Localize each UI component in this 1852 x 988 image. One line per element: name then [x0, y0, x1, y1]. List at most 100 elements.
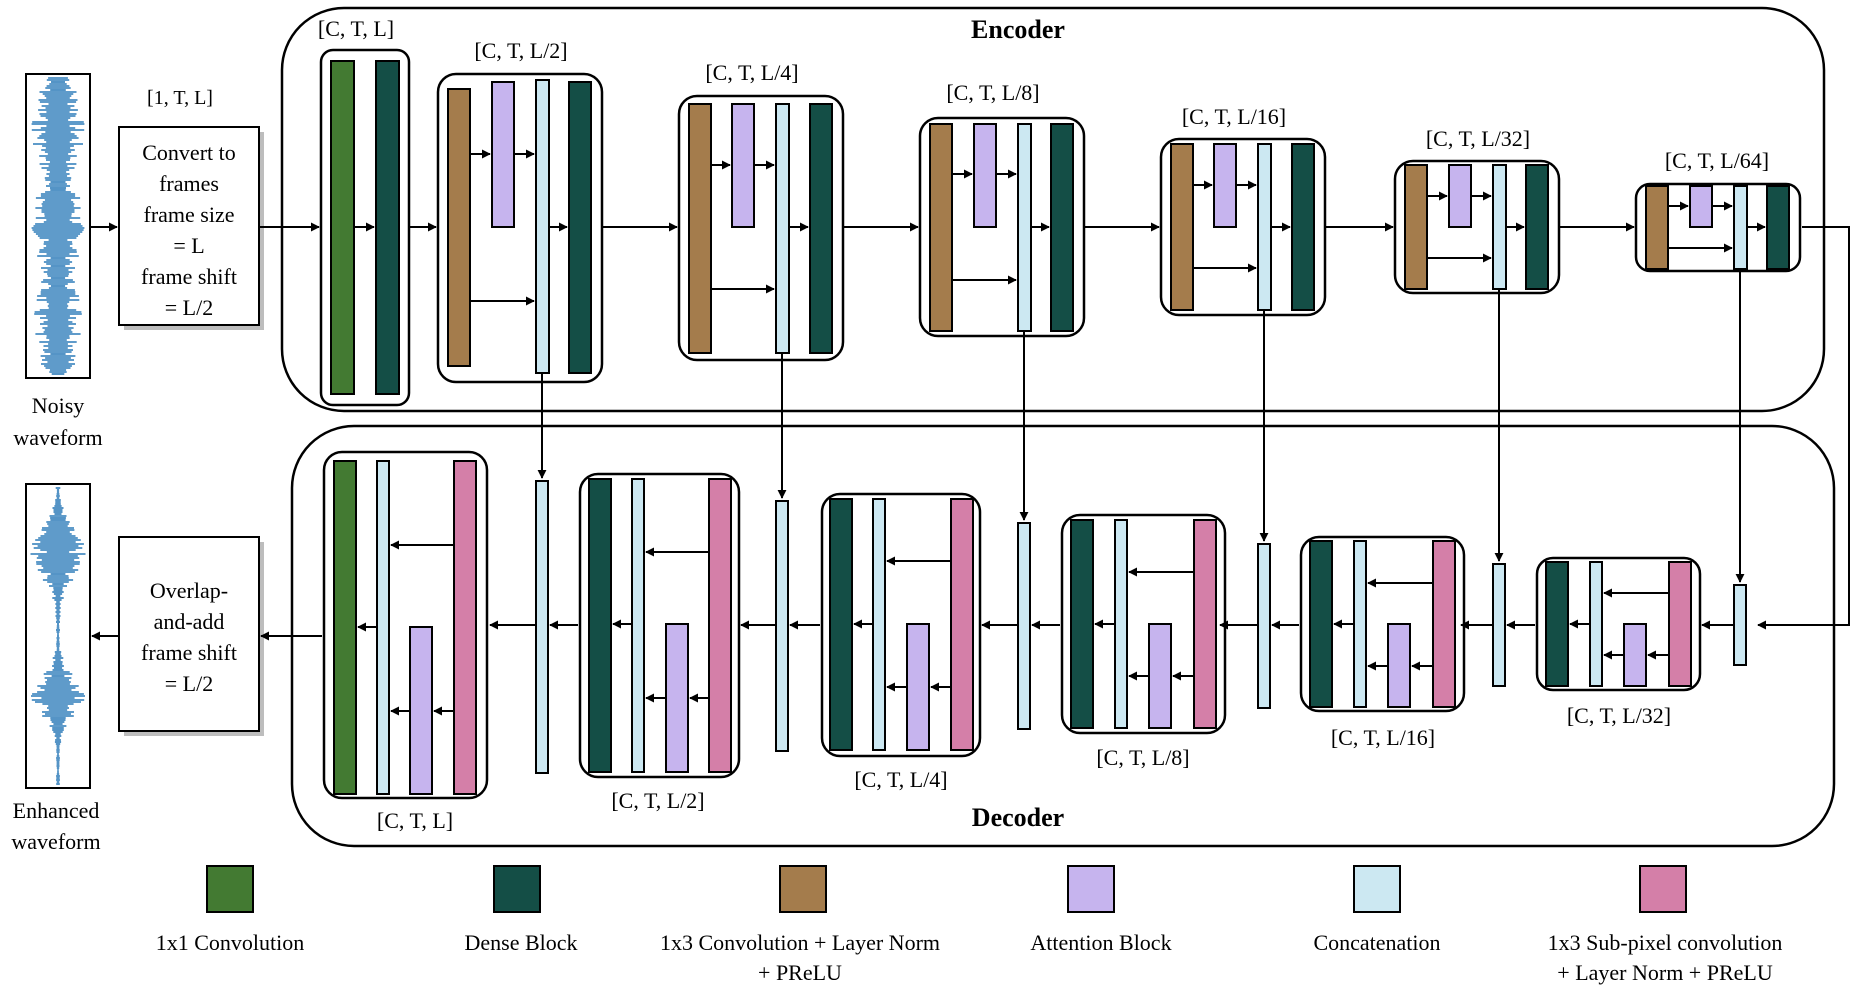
legend-swatch-dense: [493, 865, 541, 913]
decoder-shape-label-3: [C, T, L/4]: [854, 767, 947, 792]
enc5-conv1x3-layer: [1170, 143, 1194, 311]
decoder-concat-bar-5: [1492, 563, 1506, 687]
dec2-concat-layer: [631, 478, 645, 773]
enhanced-caption-line2: waveform: [11, 829, 100, 854]
input-shape-label: [1, T, L]: [147, 87, 213, 109]
decoder-block-5: [1299, 535, 1466, 713]
decoder-stage-1: [C, T, L]: [322, 450, 489, 833]
convert-line-1: Convert to: [142, 140, 236, 165]
legend-swatch-attention: [1067, 865, 1115, 913]
decoder-concat-bar-6: [1733, 584, 1747, 666]
dec1-subpixel-layer: [453, 460, 477, 795]
enc7-concat-layer: [1733, 185, 1748, 270]
decoder-title: Decoder: [972, 803, 1064, 832]
dec6-concat-layer: [1589, 561, 1603, 687]
decoder-stage-5: [C, T, L/16]: [1299, 535, 1466, 750]
dec1-attention-layer: [409, 626, 433, 795]
legend-label-subpixel-line2: + Layer Norm + PReLU: [1557, 960, 1773, 985]
encoder-shape-label-5: [C, T, L/16]: [1182, 104, 1286, 129]
decoder-concat-bar-4: [1257, 543, 1271, 709]
dec1-concat-layer: [376, 460, 390, 795]
decoder-concat-bar-2: [775, 500, 789, 752]
legend-label-dense: Dense Block: [464, 930, 577, 955]
bottleneck-connector: [1757, 226, 1850, 630]
dec6-attention-layer: [1623, 623, 1647, 687]
decoder-block-1: [322, 450, 489, 800]
convert-line-3: frame size: [144, 202, 235, 227]
legend-label-conv1x3-line1: 1x3 Convolution + Layer Norm: [660, 930, 940, 955]
convert-line-2: frames: [159, 171, 219, 196]
noisy-waveform-icon: [31, 77, 85, 375]
enc4-attention-layer: [973, 123, 997, 228]
overlap-line-3: frame shift: [141, 640, 237, 665]
dec3-subpixel-layer: [950, 498, 974, 751]
overlap-line-2: and-add: [154, 609, 225, 634]
encoder-stage-4: [C, T, L/8]: [918, 80, 1086, 338]
enc5-concat-layer: [1257, 143, 1272, 311]
dec2-subpixel-layer: [708, 478, 732, 773]
dec4-attention-layer: [1148, 623, 1172, 729]
convert-line-6: = L/2: [165, 295, 213, 320]
decoder-stage-2: [C, T, L/2]: [578, 472, 741, 813]
encoder-shape-label-1: [C, T, L]: [318, 16, 394, 41]
enc7-attention-layer: [1689, 185, 1713, 228]
decoder-stage-4: [C, T, L/8]: [1060, 513, 1227, 770]
dec4-dense-layer: [1070, 519, 1094, 729]
encoder-shape-label-3: [C, T, L/4]: [705, 60, 798, 85]
dec6-dense-layer: [1545, 561, 1569, 687]
encoder-container: [280, 6, 1826, 413]
dec5-attention-layer: [1387, 623, 1411, 708]
enc1-conv1x1-layer: [330, 60, 355, 395]
dec6-subpixel-layer: [1668, 561, 1692, 687]
dec3-concat-layer: [872, 498, 886, 751]
enc1-dense-layer: [375, 60, 400, 395]
legend: 1x1 Convolution Dense Block 1x3 Convolut…: [156, 865, 1783, 985]
enc2-conv1x3-layer: [447, 88, 471, 367]
encoder-title: Encoder: [971, 15, 1065, 44]
enc7-conv1x3-layer: [1645, 185, 1669, 270]
encoder-shape-label-6: [C, T, L/32]: [1426, 126, 1530, 151]
enhanced-waveform-icon: [30, 487, 86, 785]
dec5-subpixel-layer: [1432, 540, 1456, 708]
enhanced-caption-line1: Enhanced: [13, 798, 100, 823]
dec5-concat-layer: [1353, 540, 1367, 708]
dec4-concat-layer: [1114, 519, 1128, 729]
encoder-stage-7: [C, T, L/64]: [1634, 148, 1802, 273]
enc3-concat-layer: [775, 103, 790, 354]
dec5-dense-layer: [1309, 540, 1333, 708]
decoder-shape-label-1: [C, T, L]: [377, 808, 453, 833]
encoder-stage-2: [C, T, L/2]: [436, 38, 604, 384]
enc2-attention-layer: [491, 81, 515, 228]
convert-frames-box: [118, 126, 260, 326]
legend-label-subpixel-line1: 1x3 Sub-pixel convolution: [1548, 930, 1783, 955]
dec2-attention-layer: [665, 623, 689, 773]
convert-line-4: = L: [173, 233, 204, 258]
overlap-line-1: Overlap-: [150, 578, 228, 603]
encoder-block-7: [1634, 182, 1802, 273]
encoder-stage-5: [C, T, L/16]: [1159, 104, 1327, 317]
dec1-conv1x1-layer: [333, 460, 357, 795]
noisy-caption-line1: Noisy: [32, 393, 85, 418]
decoder-block-2: [578, 472, 741, 779]
decoder-concat-bar-1: [535, 480, 549, 774]
legend-label-attention: Attention Block: [1030, 930, 1171, 955]
enc2-concat-layer: [535, 79, 550, 374]
decoder-shape-label-6: [C, T, L/32]: [1567, 703, 1671, 728]
decoder-stage-6: [C, T, L/32]: [1535, 556, 1702, 728]
encoder-stage-6: [C, T, L/32]: [1393, 126, 1561, 295]
dec2-dense-layer: [588, 478, 612, 773]
dec4-subpixel-layer: [1193, 519, 1217, 729]
enc4-concat-layer: [1017, 123, 1032, 332]
overlap-line-4: = L/2: [165, 671, 213, 696]
legend-label-conv1x1: 1x1 Convolution: [156, 930, 305, 955]
legend-label-conv1x3-line2: + PReLU: [758, 960, 842, 985]
enc3-attention-layer: [731, 103, 755, 228]
enc5-attention-layer: [1213, 143, 1237, 228]
enc6-dense-layer: [1525, 164, 1549, 290]
overlap-add-box: [118, 536, 260, 732]
dec3-dense-layer: [829, 498, 853, 751]
decoder-shape-label-5: [C, T, L/16]: [1331, 725, 1435, 750]
legend-label-concat: Concatenation: [1313, 930, 1440, 955]
decoder-block-4: [1060, 513, 1227, 735]
